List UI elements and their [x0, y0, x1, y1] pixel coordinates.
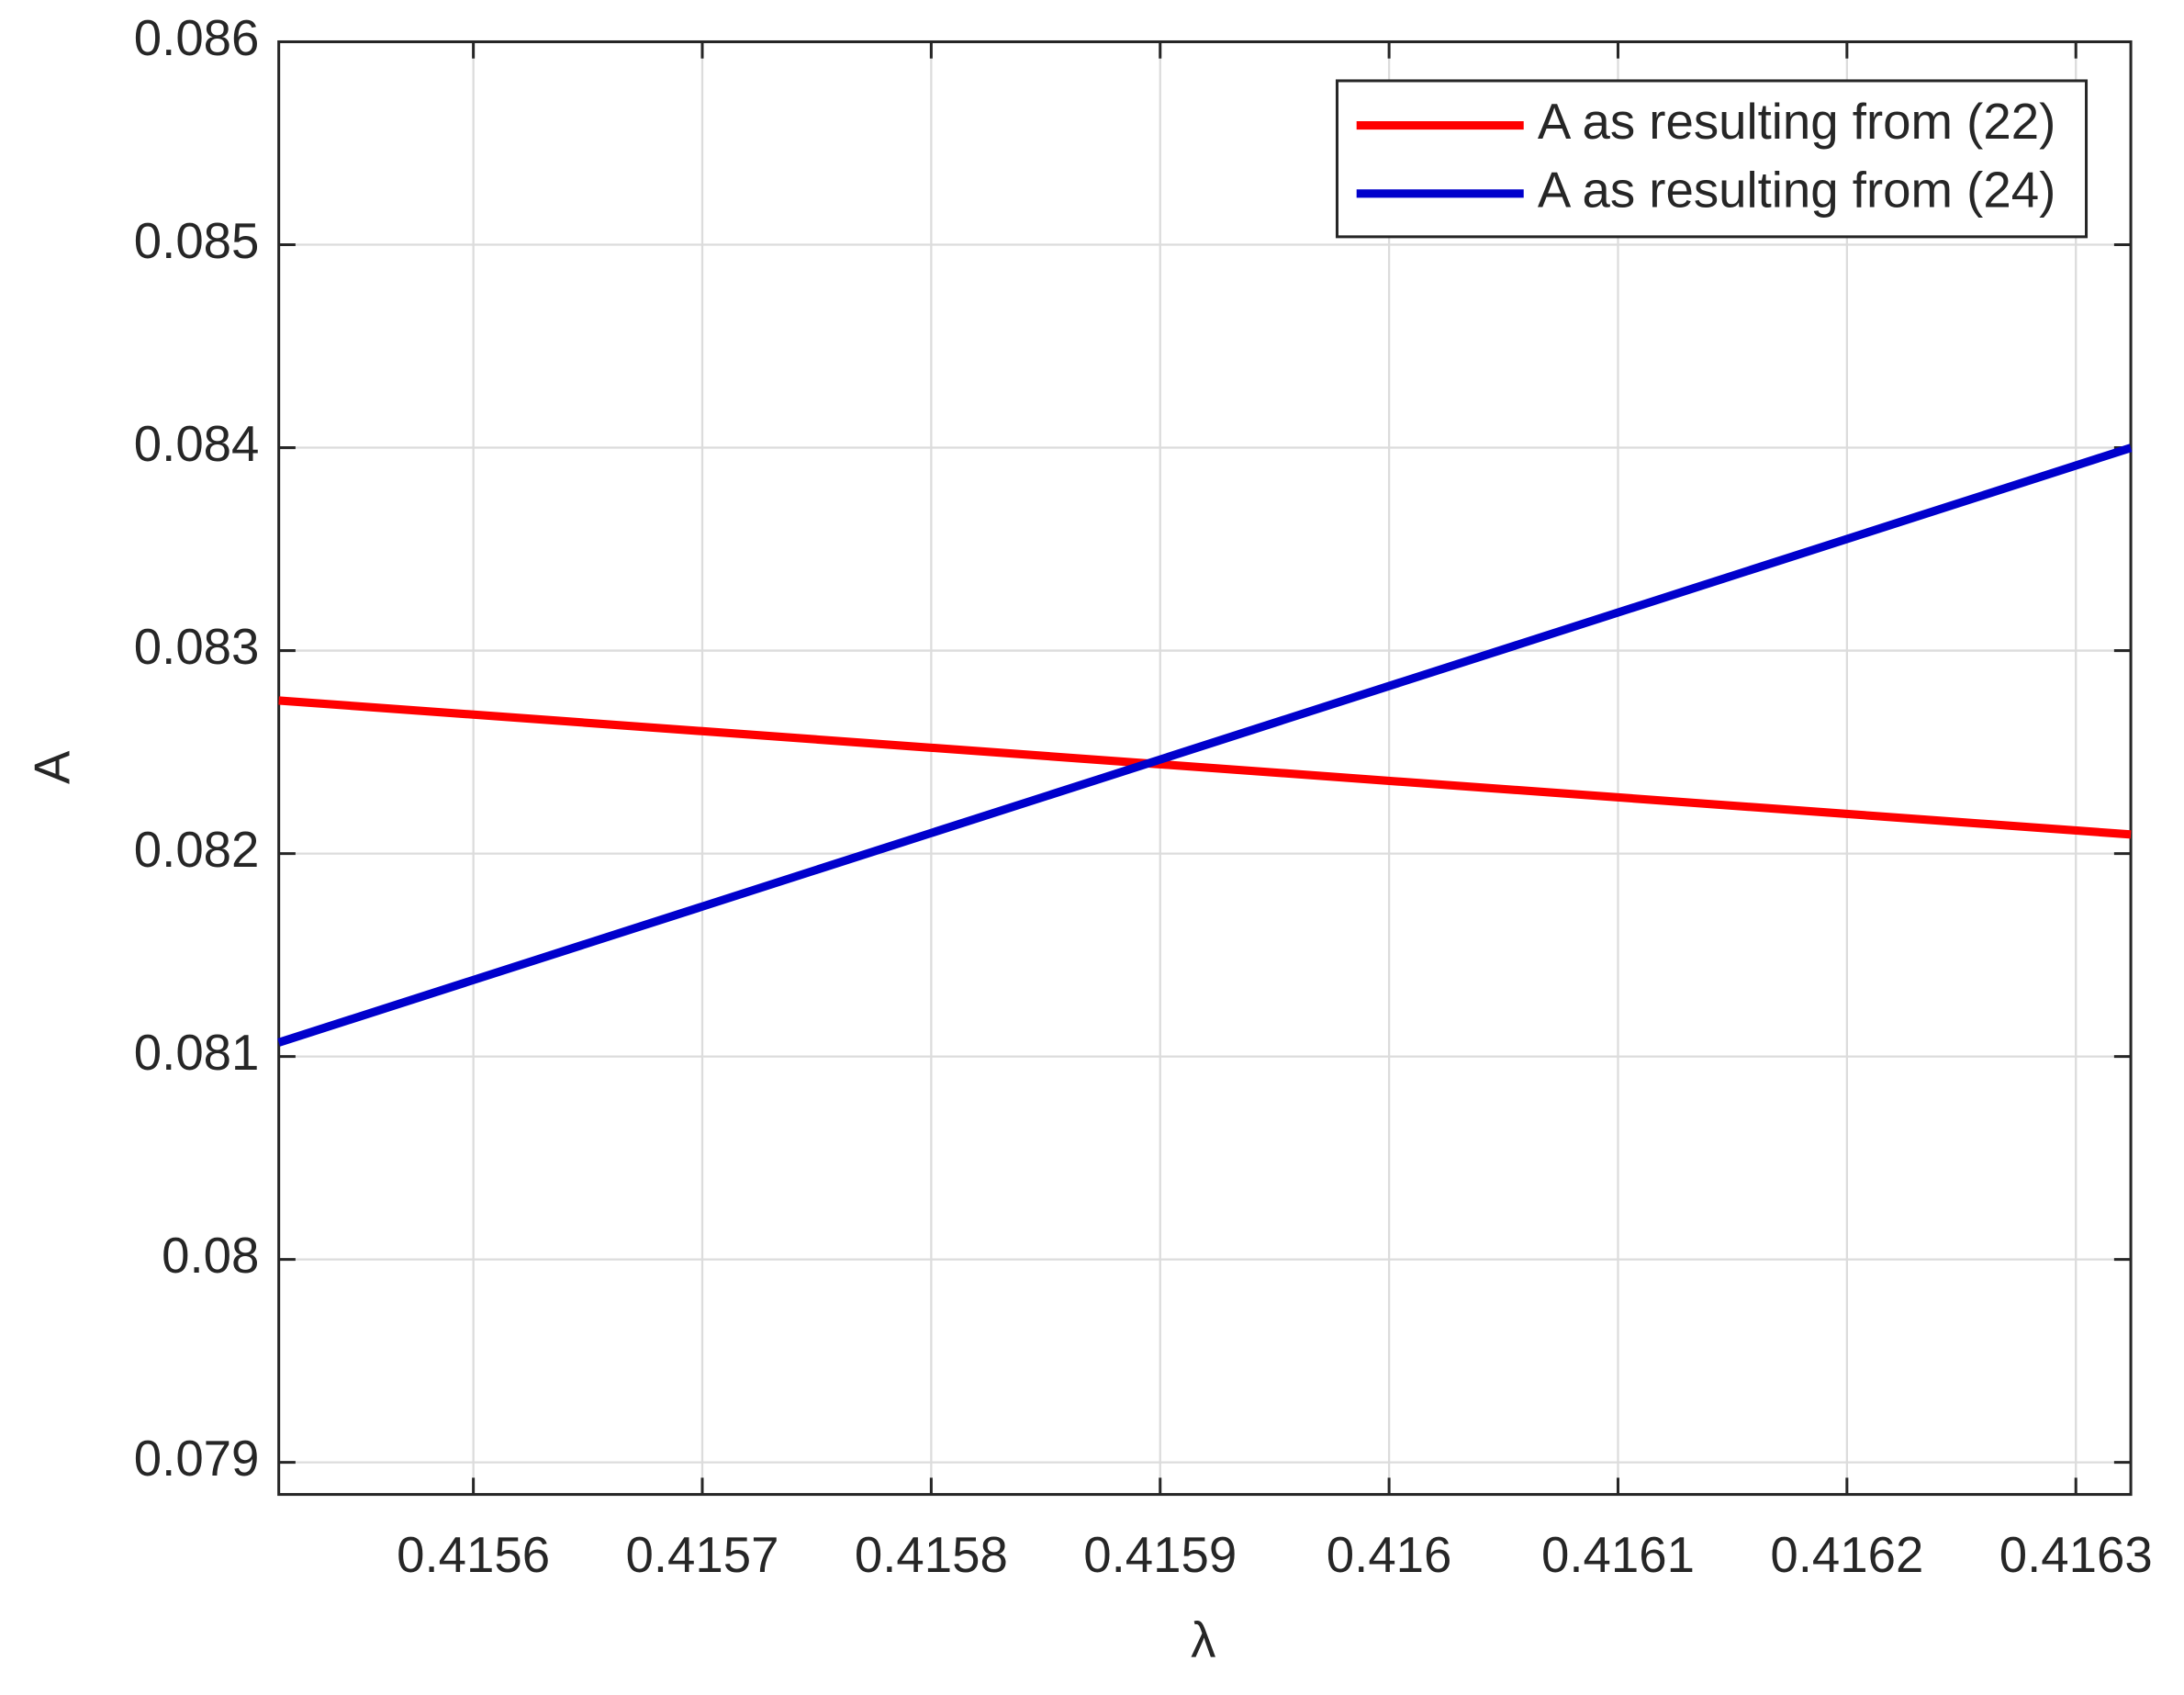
x-tick-label: 0.4163 — [1999, 1527, 2153, 1583]
x-axis-label: λ — [1191, 1611, 1215, 1667]
legend-box — [1335, 79, 2089, 239]
x-tick-label: 0.4159 — [1083, 1527, 1237, 1583]
y-tick-label: 0.084 — [134, 416, 260, 472]
x-tick-label: 0.416 — [1327, 1527, 1452, 1583]
y-tick-label: 0.083 — [134, 619, 260, 675]
legend-label: A as resulting from (24) — [1538, 162, 2055, 218]
x-tick-label: 0.4158 — [855, 1527, 1008, 1583]
x-tick-label: 0.4162 — [1770, 1527, 1923, 1583]
data-line — [277, 443, 2133, 1047]
x-tick-label: 0.4161 — [1541, 1527, 1695, 1583]
y-tick-label: 0.081 — [134, 1025, 260, 1081]
y-axis-label: A — [24, 750, 80, 784]
data-line — [278, 696, 2132, 839]
y-tick-label: 0.08 — [162, 1228, 259, 1284]
y-tick-label: 0.085 — [134, 213, 260, 269]
y-tick-label: 0.086 — [134, 10, 260, 66]
legend-label: A as resulting from (22) — [1538, 94, 2055, 150]
y-tick-label: 0.082 — [134, 822, 260, 878]
y-tick-label: 0.079 — [134, 1431, 260, 1487]
x-tick-label: 0.4157 — [626, 1527, 779, 1583]
x-tick-label: 0.4156 — [397, 1527, 550, 1583]
plot-frame — [277, 39, 2133, 1497]
